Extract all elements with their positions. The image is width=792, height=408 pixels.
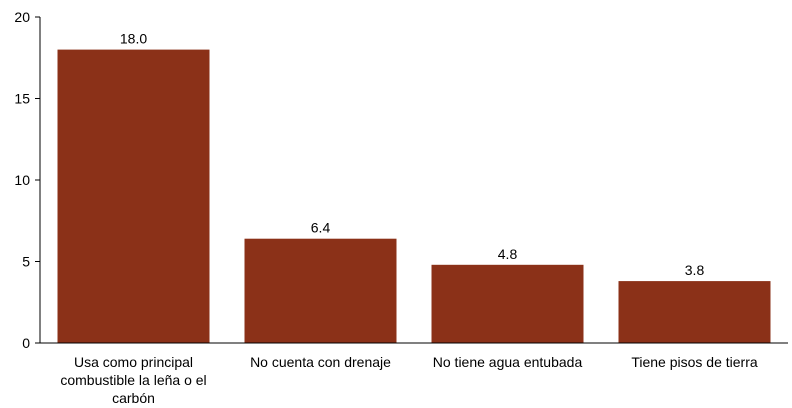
bar-2: [244, 238, 397, 343]
category-label-line: Usa como principal: [74, 354, 193, 370]
data-label-2: 6.4: [311, 220, 331, 236]
category-label-line: combustible la leña o el: [60, 372, 206, 388]
axes-layer: [35, 16, 788, 344]
y-tick-label-10: 10: [14, 172, 30, 188]
data-label-4: 3.8: [685, 262, 705, 278]
bars-layer: [57, 49, 771, 343]
category-label-3: No tiene agua entubada: [433, 354, 583, 370]
y-tick-label-0: 0: [22, 335, 30, 351]
y-tick-label-5: 5: [22, 254, 30, 270]
data-label-3: 4.8: [498, 246, 518, 262]
category-label-line: Tiene pisos de tierra: [631, 354, 758, 370]
bar-4: [618, 281, 771, 343]
category-label-line: No tiene agua entubada: [433, 354, 583, 370]
category-label-line: No cuenta con drenaje: [250, 354, 391, 370]
bar-1: [57, 49, 210, 343]
data-label-1: 18.0: [120, 31, 147, 47]
category-label-line: carbón: [112, 390, 155, 406]
category-label-2: No cuenta con drenaje: [250, 354, 391, 370]
bar-3: [431, 264, 584, 343]
category-label-4: Tiene pisos de tierra: [631, 354, 758, 370]
y-tick-label-15: 15: [14, 91, 30, 107]
labels-layer: 18.0 Usa como principal combustible la leñ…: [14, 9, 757, 406]
category-label-1: Usa como principal combustible la leña o …: [60, 354, 206, 406]
y-tick-label-20: 20: [14, 9, 30, 25]
